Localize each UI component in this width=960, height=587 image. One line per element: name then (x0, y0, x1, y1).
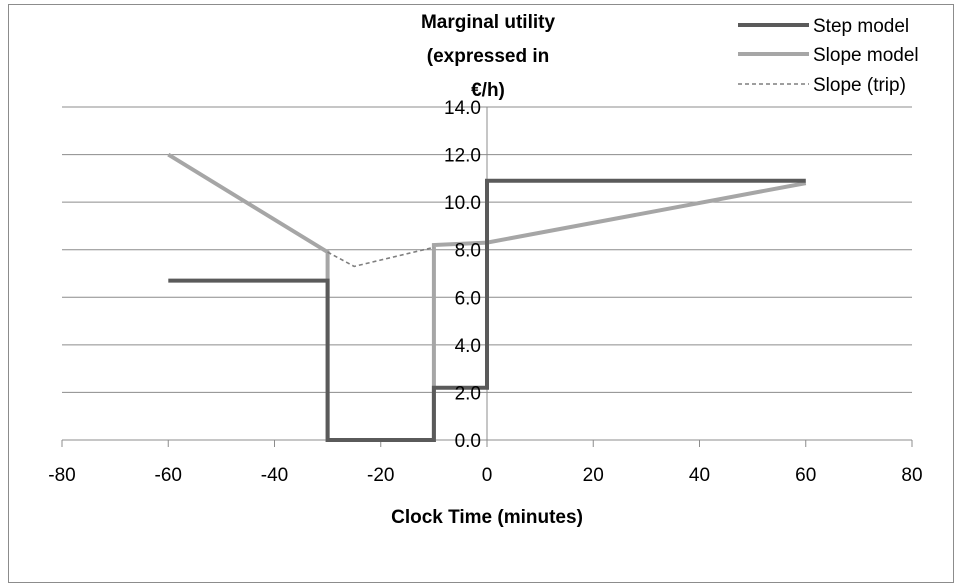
x-tick-label-3: -20 (367, 465, 394, 486)
y-tick-label-5: 10.0 (444, 193, 481, 214)
x-tick-label-8: 80 (901, 465, 922, 486)
x-tick-label-4: 0 (482, 465, 493, 486)
chart-frame (8, 4, 954, 583)
y-axis-title-line-2: (expressed in (427, 46, 550, 67)
tick-labels: 0.0 2.0 4.0 6.0 8.0 10.0 12.0 14.0 -80 -60 -40 -20 0… (48, 98, 922, 486)
x-tick-label-2: -40 (261, 465, 288, 486)
series-line-slope-trip- (327, 246, 435, 268)
series-line-step-model (168, 178, 806, 442)
series-lines (167, 152, 807, 442)
x-tick-label-0: -80 (48, 465, 75, 486)
legend: Step model Slope model Slope (trip) (738, 16, 919, 96)
legend-label-slope-trip-: Slope (trip) (813, 75, 906, 96)
y-axis-title-line-3: €/h) (471, 80, 505, 101)
x-tick-label-6: 40 (689, 465, 710, 486)
y-tick-label-7: 14.0 (444, 98, 481, 119)
y-tick-label-6: 12.0 (444, 146, 481, 167)
y-tick-label-3: 6.0 (455, 288, 481, 309)
y-tick-label-1: 2.0 (455, 383, 481, 404)
x-axis-title: Clock Time (minutes) (391, 507, 583, 528)
y-axis-title-line-1: Marginal utility (421, 12, 556, 33)
legend-label-slope-model: Slope model (813, 45, 919, 66)
y-tick-label-4: 8.0 (455, 241, 481, 262)
legend-label-step-model: Step model (813, 16, 909, 37)
y-tick-label-0: 0.0 (455, 431, 481, 452)
y-tick-label-2: 4.0 (455, 336, 481, 357)
x-tick-label-5: 20 (583, 465, 604, 486)
x-tick-label-1: -60 (155, 465, 182, 486)
y-axis-title: Marginal utility (expressed in €/h) (421, 12, 556, 101)
x-tick-label-7: 60 (795, 465, 816, 486)
